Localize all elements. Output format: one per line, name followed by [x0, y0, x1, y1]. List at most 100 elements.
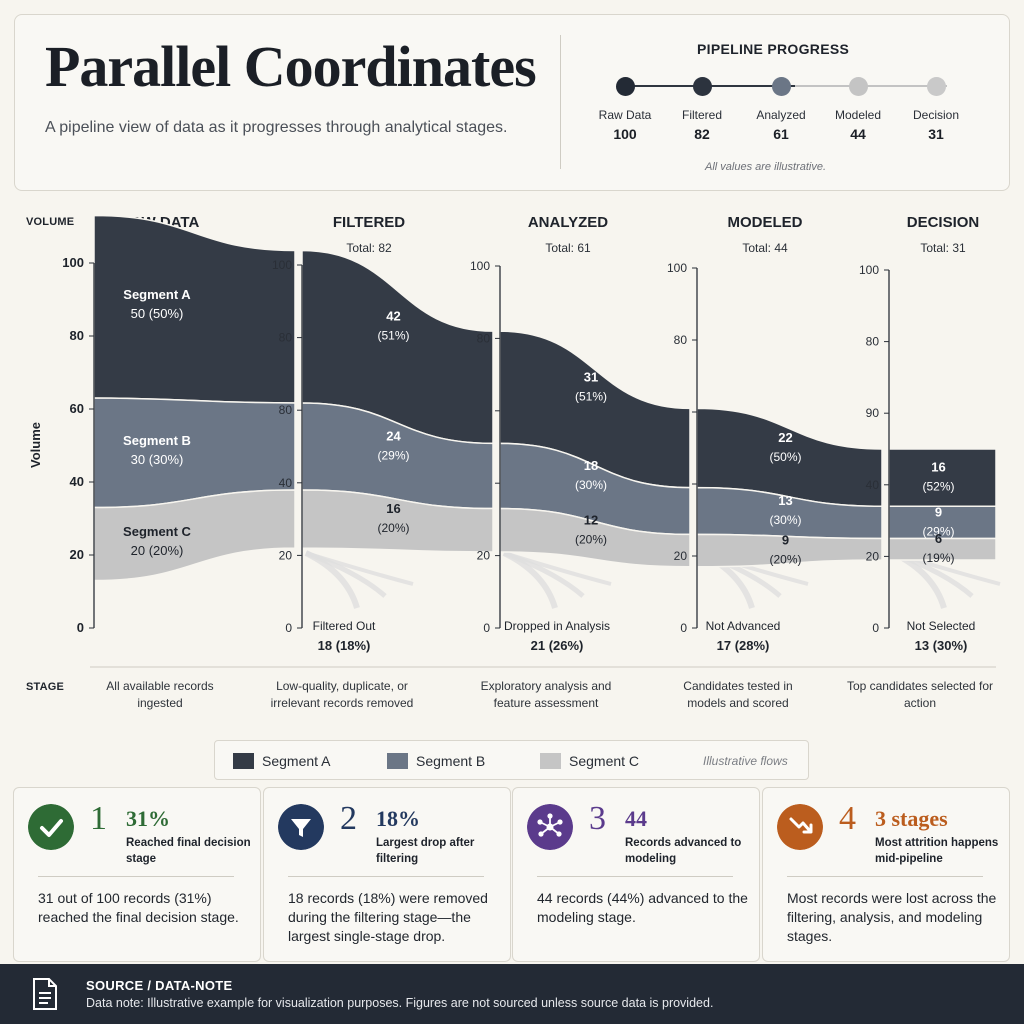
- card-divider: [787, 876, 983, 877]
- segment-percent-label: (20%): [769, 553, 801, 567]
- stage-name: FILTERED: [333, 214, 405, 231]
- header-divider: [560, 35, 561, 169]
- axis-tick-label: 60: [70, 401, 84, 416]
- pipeline-step-label: Decision: [912, 108, 960, 122]
- axis-tick-label: 20: [477, 549, 491, 563]
- card-label: Largest drop after filtering: [376, 837, 475, 865]
- axis-tick-label: 100: [859, 263, 879, 277]
- card-number: 2: [340, 800, 357, 837]
- segment-value-label: 31: [584, 369, 598, 384]
- segment-percent-label: (52%): [922, 480, 954, 494]
- insight-card: 2 18% Largest drop after filtering 18 recor…: [263, 787, 511, 962]
- legend-label-segment-b: Segment B: [416, 753, 486, 769]
- segment-percent-label: (50%): [769, 450, 801, 464]
- axis-tick-label: 80: [866, 335, 880, 349]
- dropout-label: Dropped in Analysis: [504, 619, 610, 633]
- segment-value-label: 30 (30%): [131, 452, 184, 467]
- legend-swatch-segment-b: [387, 753, 408, 769]
- axis-tick-label: 80: [70, 328, 84, 343]
- axis-tick-label: 100: [62, 255, 84, 270]
- pipeline-progress-title: PIPELINE PROGRESS: [697, 41, 850, 57]
- flow-band-segment-c: [696, 533, 883, 568]
- legend: Segment A Segment B Segment C Illustrati…: [214, 740, 809, 780]
- pipeline-step-dot: [849, 77, 868, 96]
- stage-name: DECISION: [907, 214, 980, 231]
- segment-percent-label: (30%): [575, 478, 607, 492]
- card-divider: [38, 876, 234, 877]
- axis-tick-label: 0: [285, 621, 292, 635]
- volume-caption: VOLUME: [26, 216, 75, 228]
- segment-percent-label: (29%): [922, 524, 954, 538]
- axis-tick-label: 0: [483, 621, 490, 635]
- card-number: 4: [839, 800, 856, 837]
- segment-value-label: 20 (20%): [131, 543, 184, 558]
- segment-value-label: 24: [386, 429, 401, 444]
- footer-text: Data note: Illustrative example for visu…: [86, 996, 714, 1010]
- pipeline-step-dot: [693, 77, 712, 96]
- axis-tick-label: 80: [279, 331, 293, 345]
- segment-value-label: 50 (50%): [131, 306, 184, 321]
- network-icon: [527, 804, 573, 850]
- document-icon: [33, 978, 57, 1010]
- card-number: 1: [90, 800, 107, 837]
- insight-card: 3 44 Records advanced to modeling 44 record…: [512, 787, 760, 962]
- segment-percent-label: (20%): [377, 521, 409, 535]
- flow-band-segment-a: [93, 214, 296, 404]
- filter-icon: [278, 804, 324, 850]
- card-body: 44 records (44%) advanced to the modelin…: [537, 890, 748, 925]
- card-body: 18 records (18%) were removed during the…: [288, 890, 488, 944]
- pipeline-step-value: 82: [694, 126, 710, 142]
- segment-value-label: 22: [778, 430, 792, 445]
- axis-tick-label: 40: [70, 474, 84, 489]
- card-label: Most attrition happens mid-pipeline: [875, 837, 999, 865]
- pipeline-step-label: Analyzed: [756, 108, 806, 122]
- flow-band-segment-c: [93, 489, 296, 582]
- card-body: 31 out of 100 records (31%) reached the …: [38, 890, 239, 925]
- dropout-value: 21 (26%): [531, 638, 584, 653]
- axis-tick-label: 20: [674, 549, 688, 563]
- stage-total: Total: 31: [920, 241, 966, 255]
- parallel-coordinates-chart: RAW DATATotal: 100FILTEREDTotal: 82ANALY…: [28, 214, 1001, 668]
- axis-tick-label: 100: [470, 259, 490, 273]
- footer: SOURCE / DATA-NOTE Data note: Illustrati…: [0, 964, 1024, 1024]
- pipeline-step-value: 44: [850, 126, 866, 142]
- segment-name-label: Segment A: [123, 287, 191, 302]
- legend-swatch-segment-a: [233, 753, 254, 769]
- axis-tick-label: 80: [279, 403, 293, 417]
- segment-value-label: 13: [778, 493, 792, 508]
- stage-description: Low-quality, duplicate, or irrelevant re…: [270, 679, 414, 710]
- axis-tick-label: 100: [667, 261, 687, 275]
- axis-tick-label: 20: [866, 549, 880, 563]
- dropout-stream: [503, 551, 612, 586]
- segment-value-label: 9: [782, 533, 789, 548]
- flow-band-segment-a: [888, 448, 997, 508]
- check-icon: [28, 804, 74, 850]
- y-axis-label: Volume: [28, 422, 43, 468]
- card-value: 3 stages: [875, 806, 948, 831]
- flow-band-segment-c: [888, 537, 997, 561]
- segment-value-label: 6: [935, 531, 942, 546]
- trend-down-icon: [777, 804, 823, 850]
- stage-description: Candidates tested in models and scored: [683, 679, 793, 710]
- stage-description: All available records ingested: [106, 679, 214, 710]
- segment-value-label: 16: [931, 460, 945, 475]
- flow-band-segment-c: [499, 507, 691, 568]
- stage-total: Total: 61: [545, 241, 591, 255]
- dropout-value: 17 (28%): [717, 638, 770, 653]
- pipeline-note: All values are illustrative.: [705, 161, 827, 173]
- card-label: Reached final decision stage: [126, 837, 251, 865]
- dropout-label: Filtered Out: [313, 619, 376, 633]
- legend-label-segment-c: Segment C: [569, 753, 640, 769]
- stage-name: ANALYZED: [528, 214, 608, 231]
- axis-tick-label: 100: [272, 258, 292, 272]
- card-value: 31%: [126, 806, 170, 831]
- segment-percent-label: (30%): [769, 513, 801, 527]
- axis-tick-label: 90: [866, 406, 880, 420]
- pipeline-step-dot: [772, 77, 791, 96]
- segment-percent-label: (19%): [922, 551, 954, 565]
- pipeline-step-label: Raw Data: [598, 108, 652, 122]
- card-number: 3: [589, 800, 606, 837]
- stage-description: Exploratory analysis and feature assessm…: [480, 679, 612, 710]
- axis-tick-label: 20: [279, 548, 293, 562]
- pipeline-step-value: 100: [613, 126, 637, 142]
